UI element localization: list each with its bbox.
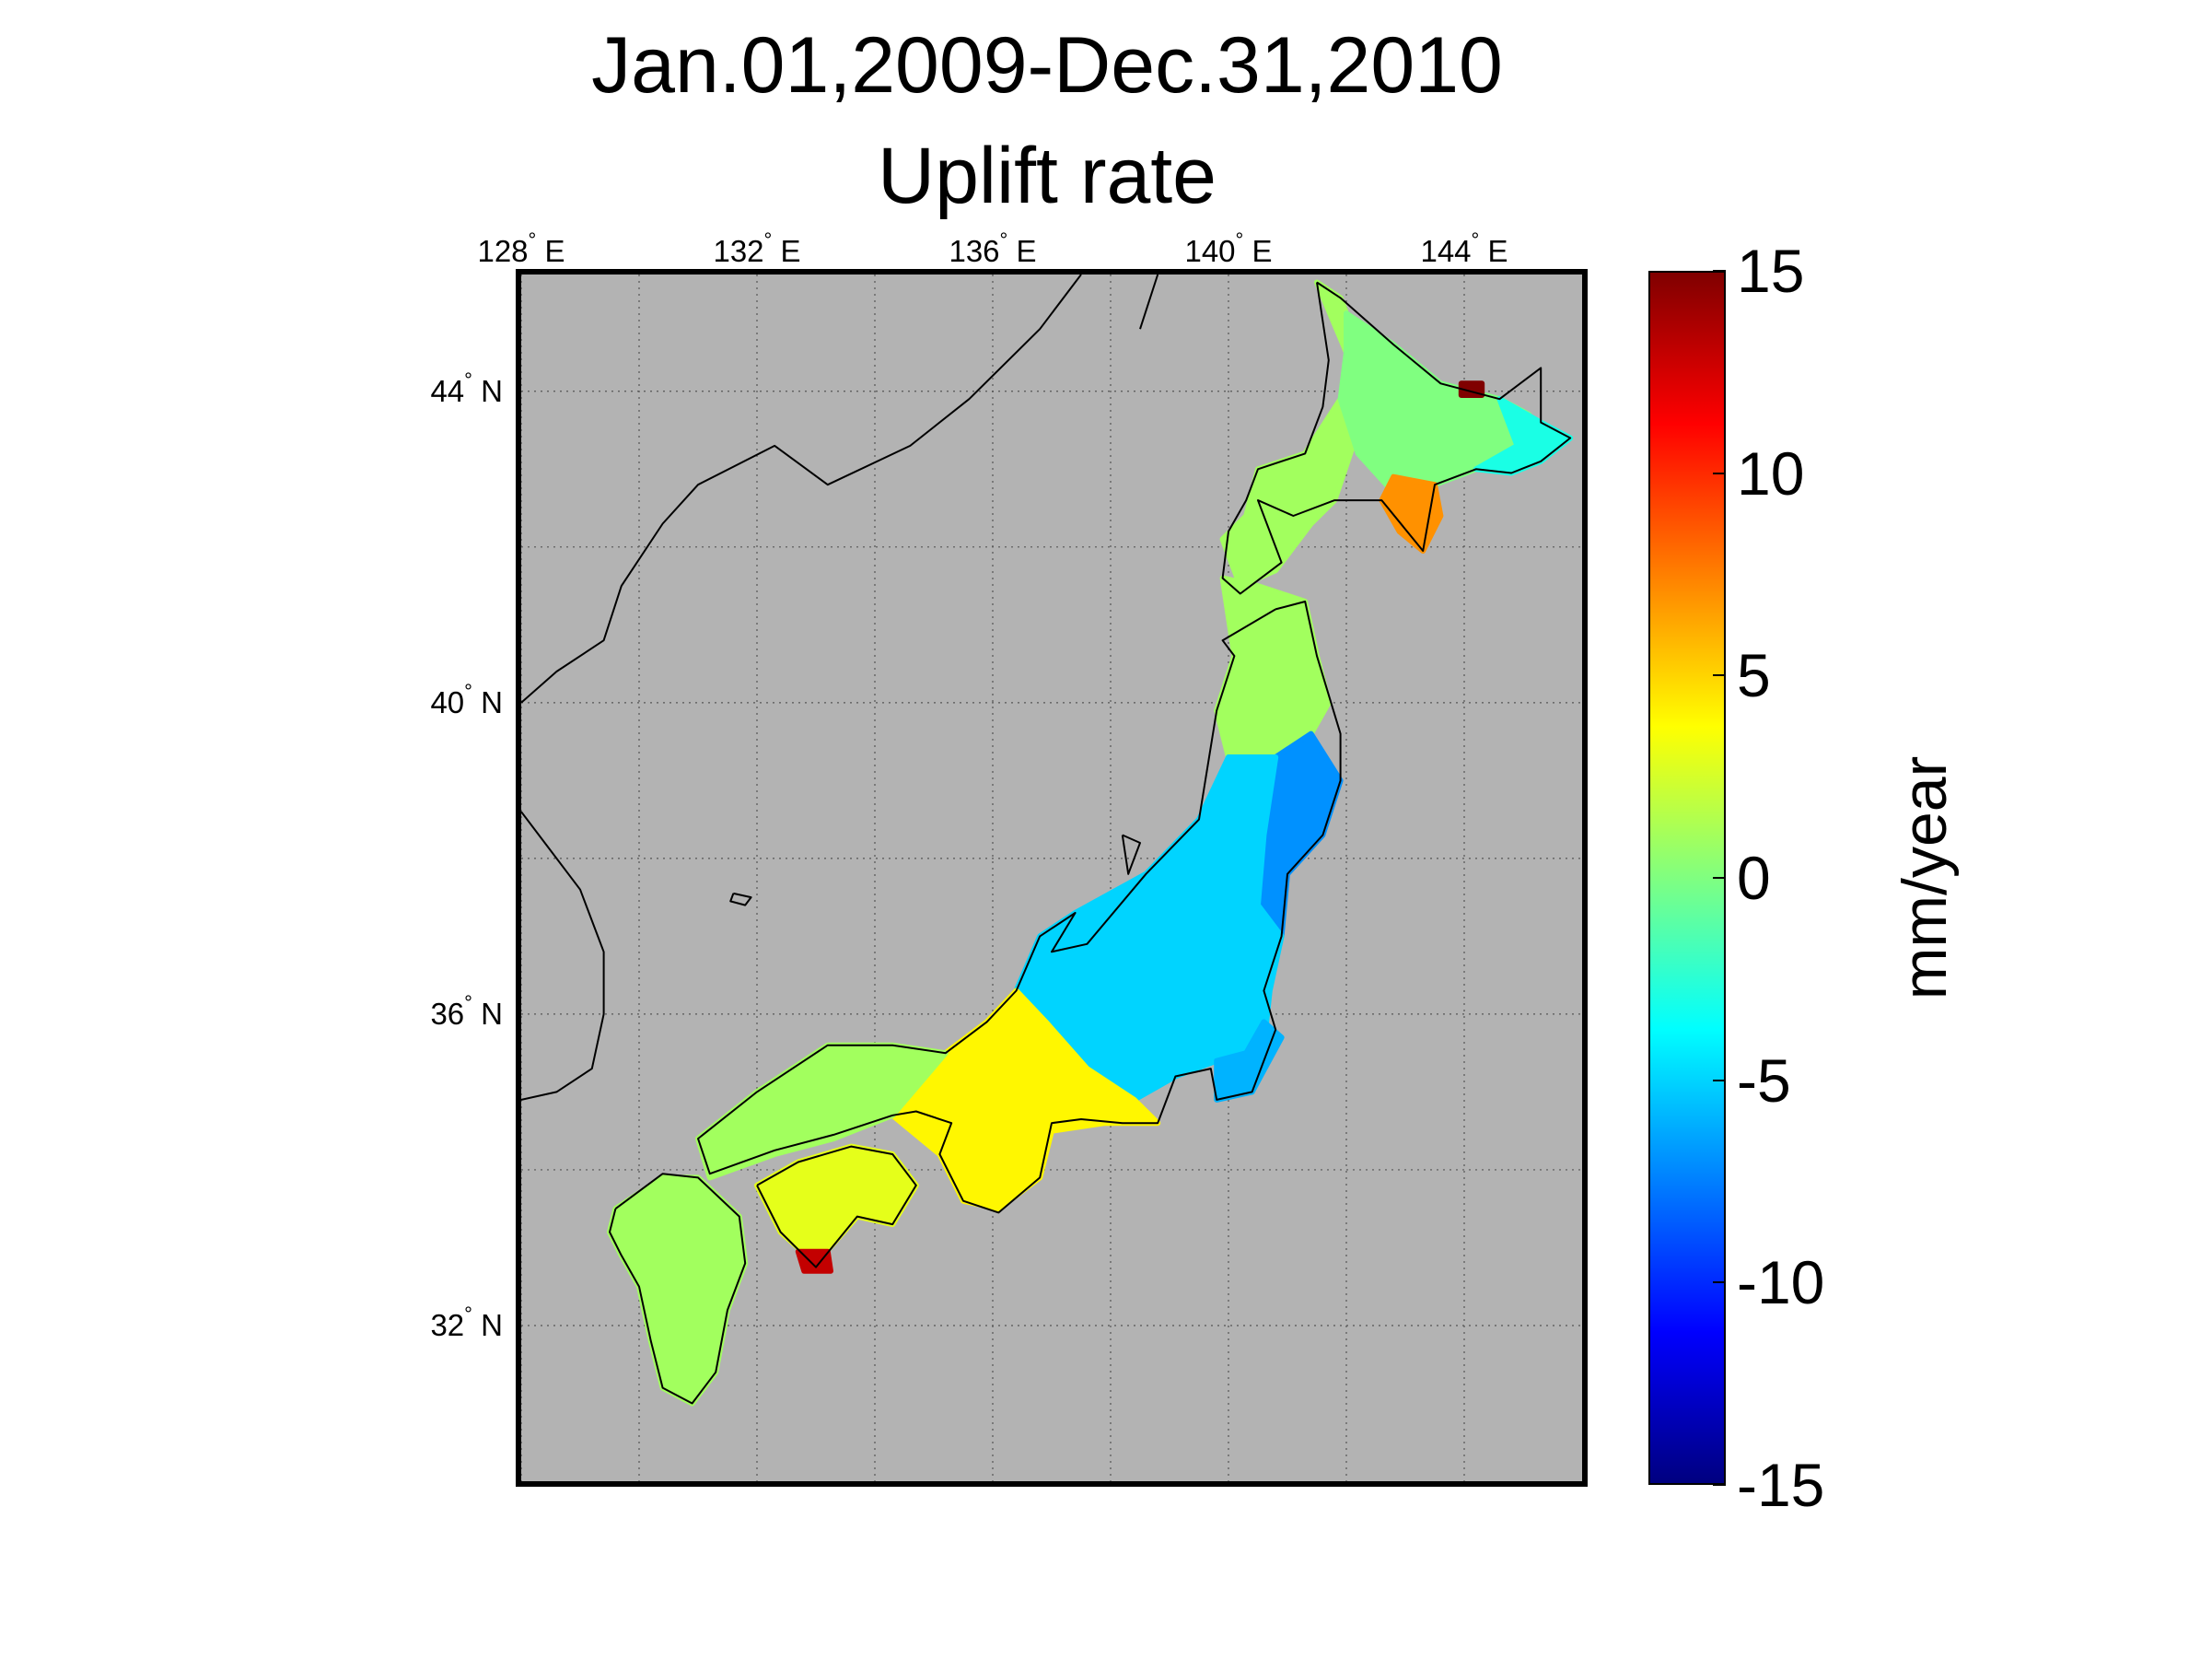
- colorbar-label: mm/year: [1890, 755, 1960, 1000]
- coastline-path: [729, 892, 752, 906]
- region-kyushu: [607, 1174, 749, 1407]
- colorbar-tick-mark: [1713, 1281, 1726, 1284]
- colorbar-tick-label: 10: [1737, 438, 1805, 508]
- region-hokkaido-south-cape: [1379, 473, 1444, 554]
- region-tohoku-north: [1214, 575, 1332, 760]
- colorbar-tick-label: 5: [1737, 641, 1771, 710]
- longitude-label: 132° E: [713, 228, 801, 268]
- colorbar-tick-mark: [1713, 1484, 1726, 1486]
- colorbar-tick-label: 15: [1737, 237, 1805, 305]
- colorbar-tick-mark: [1713, 472, 1726, 474]
- colorbar-tick-mark: [1713, 270, 1726, 272]
- latitude-label: 40° N: [430, 679, 503, 719]
- longitude-label: 136° E: [949, 228, 1037, 268]
- coastline: [521, 275, 1572, 1405]
- region-shikoku: [754, 1143, 919, 1267]
- region-kanto-chubu: [1013, 754, 1285, 1103]
- longitude-label: 128° E: [477, 228, 565, 268]
- coastline-path: [1121, 834, 1141, 875]
- coastline-path: [521, 275, 1082, 704]
- latitude-label: 32° N: [430, 1302, 503, 1342]
- longitude-label: 140° E: [1184, 228, 1273, 268]
- longitude-label: 144° E: [1420, 228, 1508, 268]
- colorbar-tick-mark: [1713, 1079, 1726, 1081]
- colorbar-tick-label: -5: [1737, 1046, 1791, 1115]
- chart-subtitle: Uplift rate: [877, 132, 1217, 220]
- map-canvas: [521, 275, 1582, 1481]
- map-frame: [516, 269, 1588, 1487]
- coastline-path: [521, 811, 605, 1101]
- colorbar-tick-label: -15: [1737, 1451, 1825, 1519]
- coastline-path: [756, 1145, 917, 1268]
- colorbar-tick-mark: [1713, 877, 1726, 879]
- colorbar-tick-mark: [1713, 674, 1726, 677]
- colorbar-tick-label: 0: [1737, 844, 1771, 912]
- coastline-path: [697, 601, 1342, 1214]
- latitude-label: 36° N: [430, 990, 503, 1031]
- coastline-path: [1139, 275, 1159, 330]
- coastline-path: [1221, 281, 1572, 595]
- latitude-label: 44° N: [430, 368, 503, 408]
- chart-title: Jan.01,2009-Dec.31,2010: [591, 21, 1503, 110]
- coastline-path: [609, 1173, 747, 1405]
- colorbar-tick-label: -10: [1737, 1248, 1825, 1317]
- region-hokkaido-west: [1219, 279, 1361, 590]
- uplift-field: [607, 279, 1574, 1407]
